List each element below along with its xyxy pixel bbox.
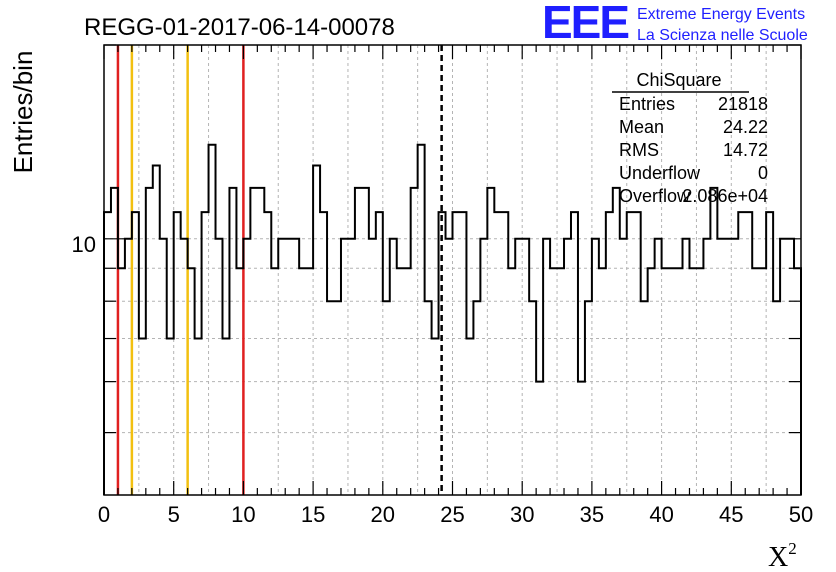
eee-logo: EEE Extreme Energy Events La Scienza nel… (542, 0, 808, 48)
stats-label-overflow: Overflow (619, 186, 691, 206)
stats-label-entries: Entries (619, 94, 675, 114)
x-tick-label: 15 (301, 502, 325, 527)
histogram-line (103, 143, 802, 495)
stats-value-overflow: 2.086e+04 (682, 186, 768, 206)
x-tick-label: 50 (789, 502, 813, 527)
stats-value-entries: 21818 (718, 94, 768, 114)
x-tick-label: 45 (719, 502, 743, 527)
x-tick-label: 35 (580, 502, 604, 527)
stats-label-mean: Mean (619, 117, 664, 137)
chart-title: REGG-01-2017-06-14-00078 (84, 14, 395, 41)
x-tick-label: 5 (168, 502, 180, 527)
logo-letters: EEE (542, 0, 628, 48)
axis-ticks (103, 44, 802, 495)
x-tick-label: 10 (231, 502, 255, 527)
stats-title: ChiSquare (636, 70, 721, 90)
x-tick-label: 40 (649, 502, 673, 527)
grid-lines (104, 45, 801, 495)
stats-label-rms: RMS (619, 140, 659, 160)
x-axis-label: X2 (768, 539, 797, 572)
x-tick-labels: 0 5 10 15 20 25 30 35 40 45 50 (98, 502, 813, 527)
stats-box: ChiSquare Entries 21818 Mean 24.22 RMS 1… (612, 70, 768, 206)
stats-value-mean: 24.22 (723, 117, 768, 137)
stats-value-underflow: 0 (758, 163, 768, 183)
reference-lines (116, 45, 443, 495)
y-axis-label: Entries/bin (8, 51, 38, 174)
x-tick-label: 0 (98, 502, 110, 527)
x-tick-label: 20 (371, 502, 395, 527)
x-tick-label: 25 (440, 502, 464, 527)
logo-line-1: Extreme Energy Events (637, 6, 805, 23)
y-tick-label-10: 10 (72, 232, 96, 257)
x-tick-label: 30 (510, 502, 534, 527)
stats-value-rms: 14.72 (723, 140, 768, 160)
stats-label-underflow: Underflow (619, 163, 701, 183)
logo-line-2: La Scienza nelle Scuole (637, 27, 808, 44)
